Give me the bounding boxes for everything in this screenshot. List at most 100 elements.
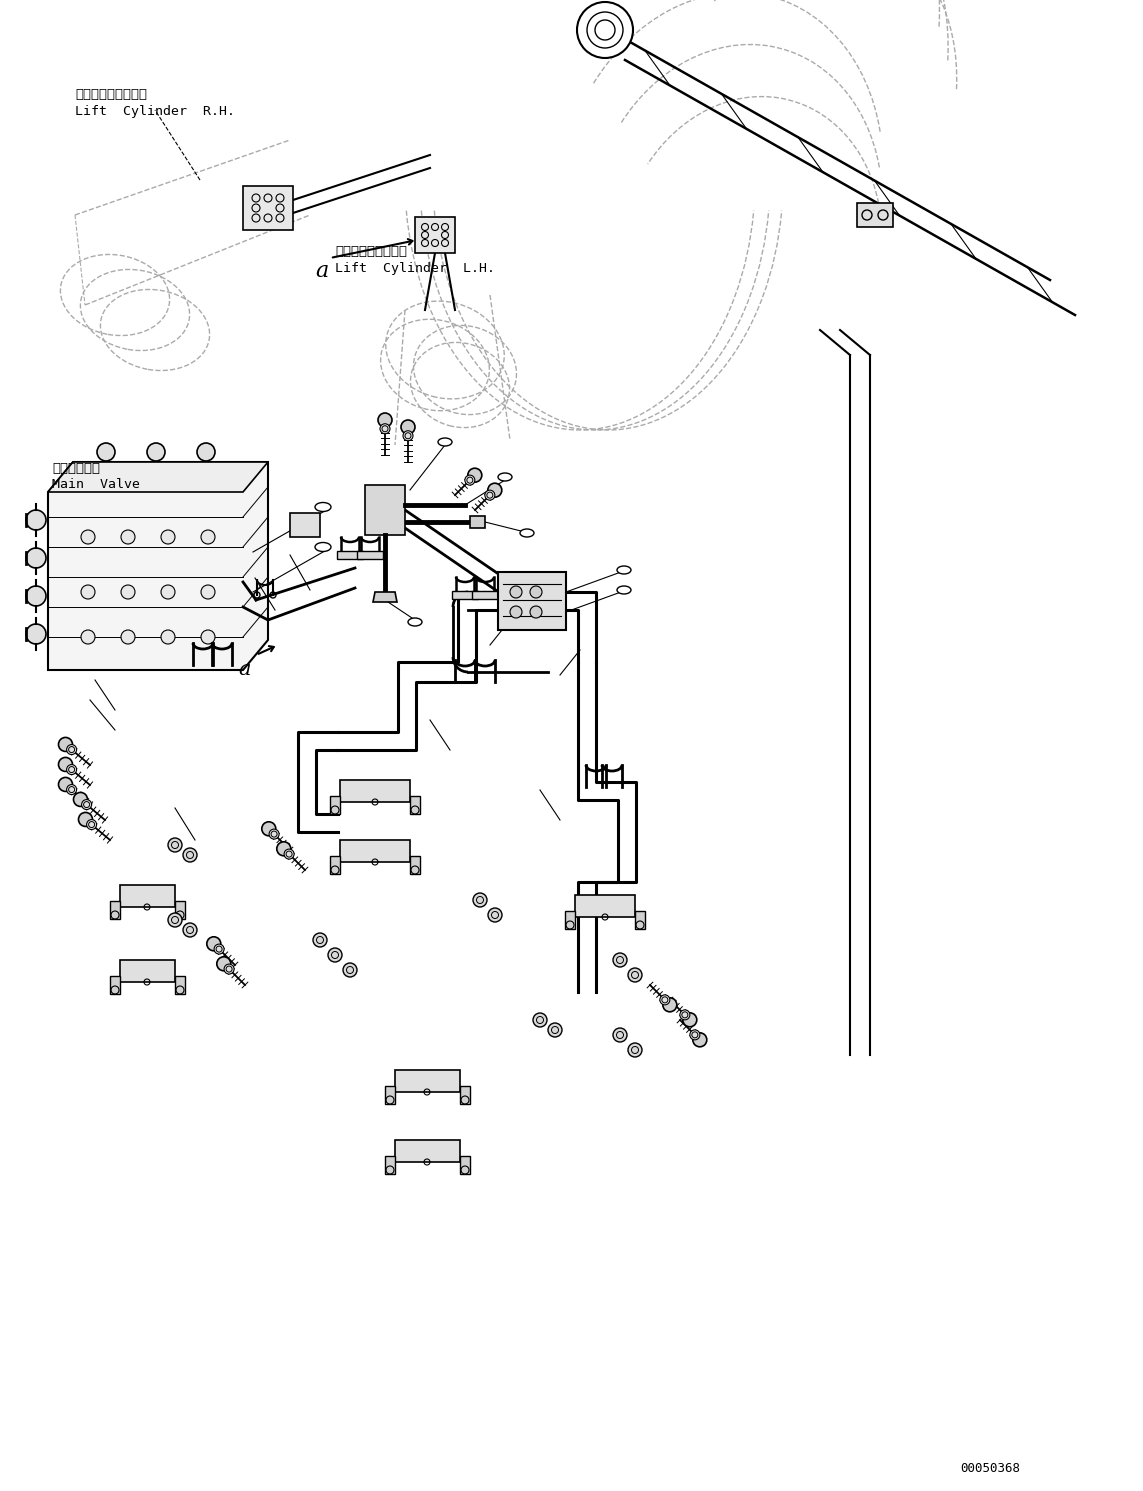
Circle shape <box>680 1009 690 1020</box>
Ellipse shape <box>315 543 331 552</box>
Circle shape <box>201 631 215 644</box>
Circle shape <box>87 820 97 829</box>
Circle shape <box>73 792 88 807</box>
Text: Lift  Cylinder  R.H.: Lift Cylinder R.H. <box>75 104 235 118</box>
Bar <box>357 552 383 559</box>
Circle shape <box>97 443 115 461</box>
Circle shape <box>682 1012 697 1027</box>
Bar <box>330 856 339 874</box>
Circle shape <box>201 584 215 599</box>
Circle shape <box>343 963 357 977</box>
Circle shape <box>168 838 182 851</box>
Circle shape <box>262 822 275 836</box>
Circle shape <box>26 549 46 568</box>
Circle shape <box>328 948 342 962</box>
Circle shape <box>488 483 502 497</box>
Circle shape <box>79 813 93 826</box>
Circle shape <box>207 936 221 951</box>
Polygon shape <box>243 186 293 230</box>
Circle shape <box>485 491 495 499</box>
Circle shape <box>26 625 46 644</box>
Circle shape <box>26 510 46 529</box>
Circle shape <box>403 431 413 441</box>
Ellipse shape <box>315 502 331 511</box>
Bar <box>459 1156 470 1173</box>
Circle shape <box>313 933 327 947</box>
Circle shape <box>547 1023 562 1038</box>
Circle shape <box>121 529 135 544</box>
Circle shape <box>613 953 628 968</box>
Circle shape <box>467 468 482 482</box>
Bar <box>175 977 185 994</box>
Ellipse shape <box>438 438 451 446</box>
Bar <box>339 780 410 802</box>
Ellipse shape <box>408 617 422 626</box>
Circle shape <box>147 443 165 461</box>
Circle shape <box>596 19 615 40</box>
Circle shape <box>197 443 215 461</box>
Circle shape <box>613 1027 628 1042</box>
Circle shape <box>224 965 234 974</box>
Circle shape <box>214 944 224 954</box>
Bar <box>451 590 478 599</box>
Text: 00050368: 00050368 <box>960 1463 1020 1475</box>
Circle shape <box>81 529 95 544</box>
Circle shape <box>628 968 642 983</box>
Circle shape <box>277 842 290 856</box>
Circle shape <box>663 997 677 1012</box>
Bar <box>410 856 419 874</box>
Circle shape <box>161 631 175 644</box>
Bar <box>498 573 566 631</box>
Circle shape <box>577 1 633 58</box>
Text: リフトシリンダ　左: リフトシリンダ 左 <box>335 245 407 258</box>
Circle shape <box>693 1033 706 1047</box>
Bar <box>472 590 498 599</box>
Circle shape <box>488 908 502 921</box>
Circle shape <box>58 757 72 771</box>
Circle shape <box>58 777 72 792</box>
Circle shape <box>26 586 46 605</box>
Bar <box>120 886 175 907</box>
Polygon shape <box>290 513 320 537</box>
Circle shape <box>510 586 522 598</box>
Ellipse shape <box>520 529 534 537</box>
Circle shape <box>473 893 487 907</box>
Circle shape <box>161 584 175 599</box>
Bar <box>120 960 175 983</box>
Bar <box>385 1085 395 1103</box>
Bar <box>110 901 120 918</box>
Circle shape <box>465 476 474 485</box>
Bar <box>339 839 410 862</box>
Circle shape <box>66 784 77 795</box>
Bar <box>636 911 645 929</box>
Bar <box>330 796 339 814</box>
Circle shape <box>269 829 279 839</box>
Circle shape <box>530 586 542 598</box>
Polygon shape <box>373 592 397 602</box>
Circle shape <box>121 631 135 644</box>
Circle shape <box>378 413 392 426</box>
Bar <box>110 977 120 994</box>
Polygon shape <box>48 462 267 669</box>
Bar <box>565 911 575 929</box>
Circle shape <box>628 1044 642 1057</box>
Circle shape <box>201 529 215 544</box>
Bar <box>337 552 363 559</box>
Circle shape <box>285 848 294 859</box>
Bar <box>175 901 185 918</box>
Text: Lift  Cylinder  L.H.: Lift Cylinder L.H. <box>335 262 495 274</box>
Circle shape <box>510 605 522 617</box>
Bar <box>575 895 636 917</box>
Circle shape <box>183 923 197 936</box>
Circle shape <box>401 420 415 434</box>
Circle shape <box>533 1012 547 1027</box>
Text: Main  Valve: Main Valve <box>51 479 139 491</box>
Text: メインバルブ: メインバルブ <box>51 462 99 476</box>
Circle shape <box>588 12 623 48</box>
Bar <box>395 1071 459 1091</box>
Circle shape <box>66 744 77 754</box>
Circle shape <box>58 738 72 751</box>
Polygon shape <box>857 203 893 227</box>
Circle shape <box>168 912 182 927</box>
Ellipse shape <box>617 567 631 574</box>
